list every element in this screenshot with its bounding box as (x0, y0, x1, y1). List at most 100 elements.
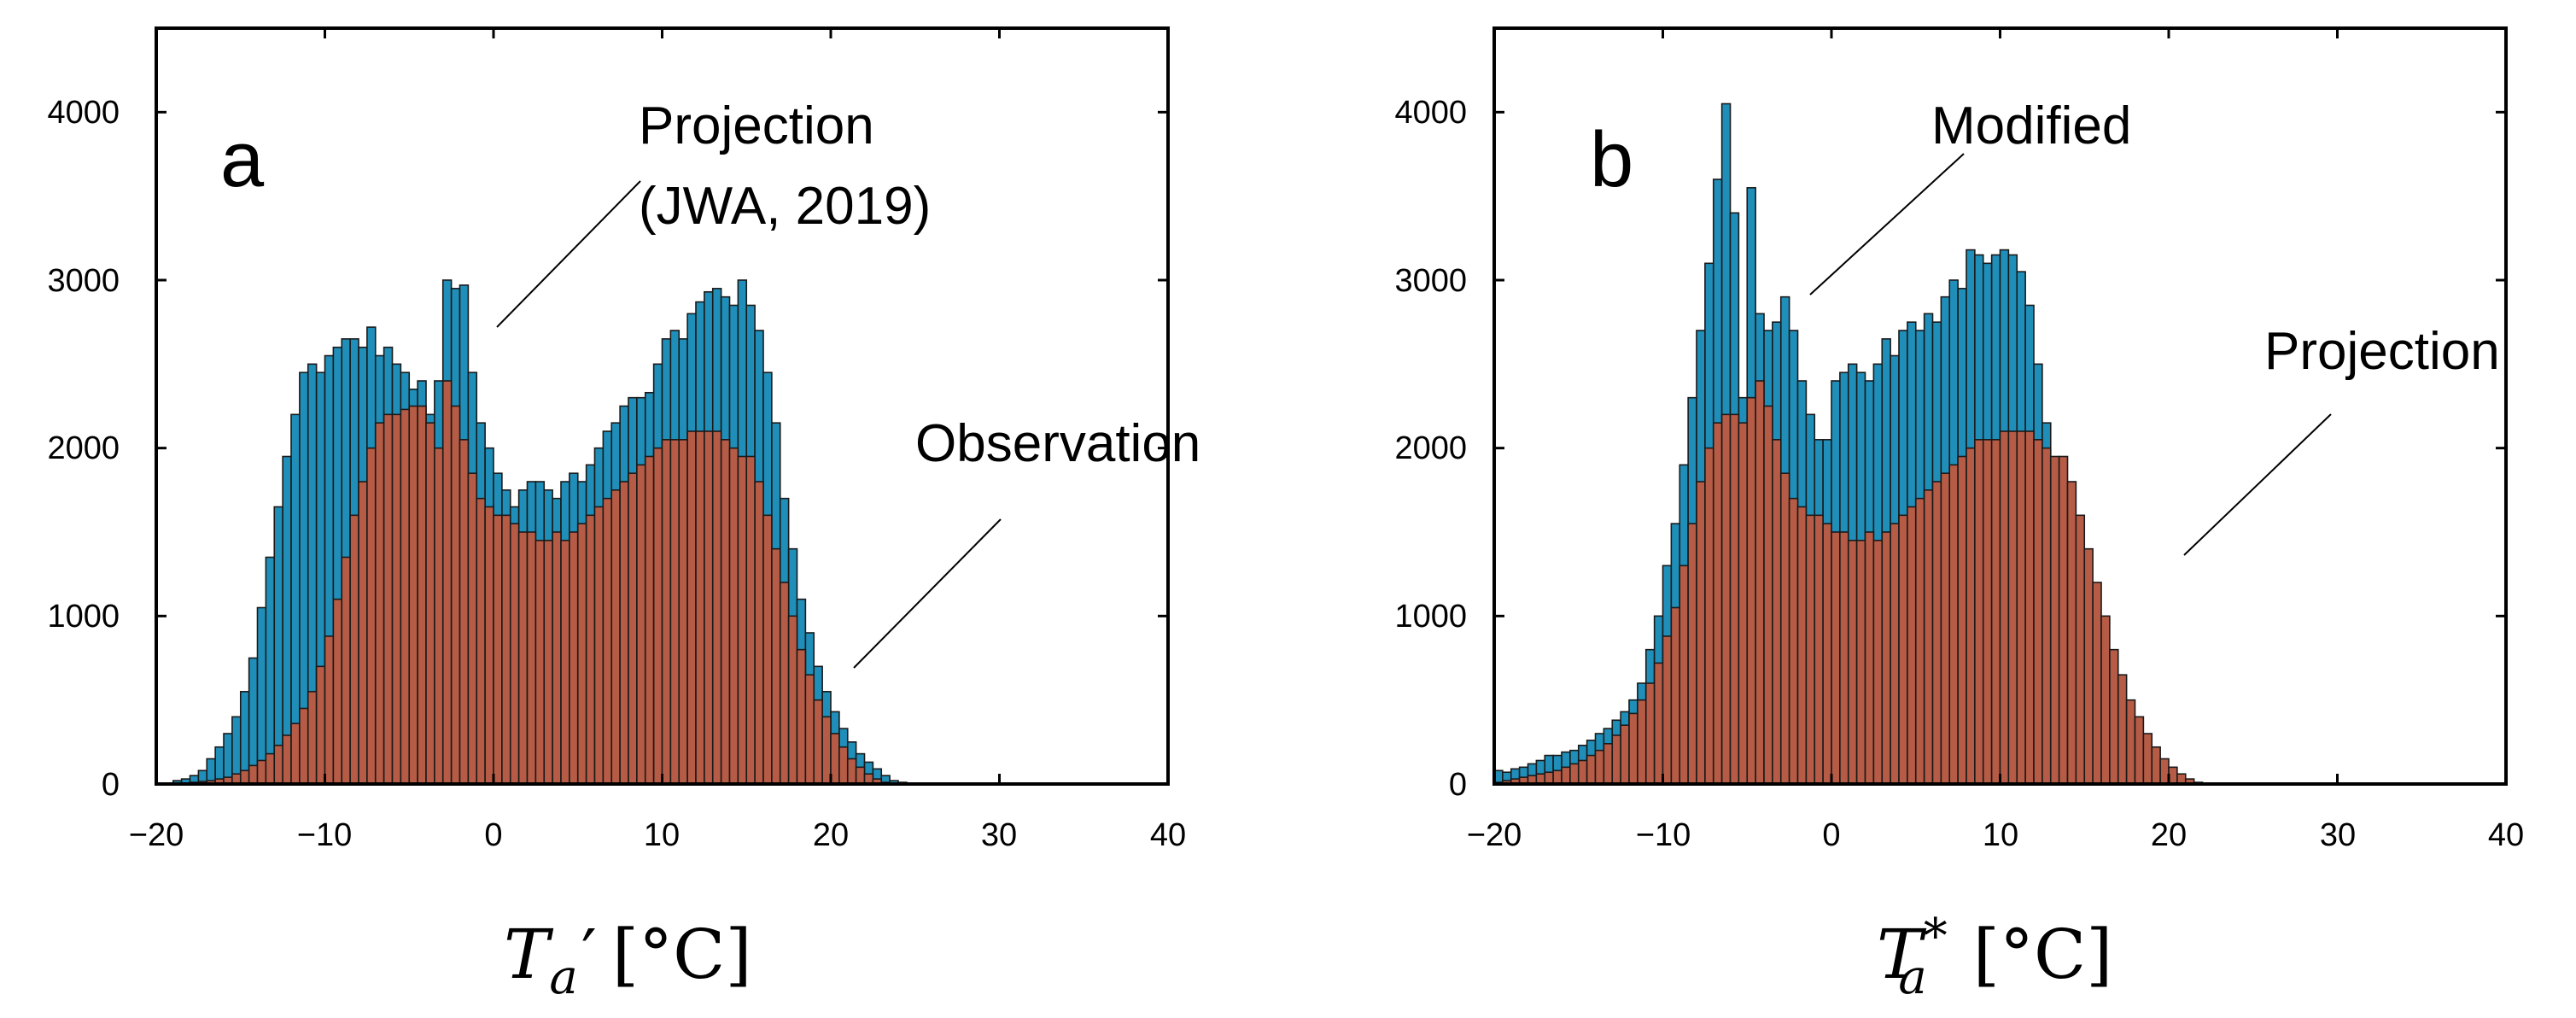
histogram-bar-front (1552, 769, 1563, 785)
histogram-bar-front (1907, 506, 1917, 785)
xtick-label: 30 (2320, 817, 2356, 853)
histogram-bar-front (754, 481, 764, 785)
histogram-bar-front (332, 598, 343, 785)
histogram-bars-a (172, 279, 908, 785)
histogram-bar-front (1662, 635, 1673, 785)
histogram-bar-front (560, 540, 570, 785)
histogram-bar-front (467, 472, 478, 785)
histogram-bar-front (1738, 422, 1749, 785)
histogram-bar-front (543, 540, 553, 785)
histogram-bar-front (2024, 430, 2035, 785)
histogram-bar-front (1720, 413, 1732, 785)
histogram-bar-front (1990, 439, 2001, 785)
histogram-bar-front (1544, 771, 1554, 785)
histogram-bar-front (628, 472, 638, 785)
histogram-bar-front (1687, 523, 1697, 785)
histogram-bar-front (1839, 531, 1849, 785)
histogram-bar-front (349, 514, 359, 785)
histogram-bar-front (526, 531, 537, 785)
xtick-label: 30 (981, 817, 1017, 853)
histogram-bar-front (2042, 447, 2052, 785)
histogram-bar-front (2016, 430, 2026, 785)
histogram-bar-front (669, 439, 681, 785)
ytick-label: 0 (102, 767, 120, 803)
histogram-bar-front (745, 455, 756, 785)
annotation-observation: Observation (915, 414, 1200, 473)
xtick-label: 20 (813, 817, 849, 853)
histogram-bar-front (1696, 481, 1706, 785)
histogram-bar-front (1805, 514, 1816, 785)
histogram-bar-front (737, 455, 748, 785)
xtick-label: 0 (484, 817, 502, 853)
histogram-bar-front (1704, 447, 1714, 785)
ytick-label: 2000 (1394, 430, 1467, 466)
histogram-bar-front (1788, 497, 1799, 785)
xtick-label: −10 (1636, 817, 1691, 853)
histogram-bar-front (2007, 430, 2018, 785)
panel-label-a: a (220, 116, 265, 203)
histogram-bar-front (593, 506, 605, 785)
histogram-bar-front (1594, 749, 1605, 785)
histogram-bar-front (408, 405, 418, 785)
histogram-bar-front (1923, 489, 1934, 785)
histogram-bar-front (602, 497, 613, 785)
histogram-bar-front (619, 481, 629, 785)
histogram-bar-front (1628, 712, 1638, 785)
annotation-projection-jwa-source: (JWA, 2019) (639, 177, 931, 236)
ytick-label: 4000 (47, 95, 120, 131)
histogram-bar-back (256, 606, 267, 785)
histogram-bar-front (552, 531, 562, 785)
ytick-label: 2000 (47, 430, 120, 466)
histogram-bar-front (813, 699, 823, 785)
x-axis-title-b: Ta* [°C] (1877, 909, 2112, 1005)
histogram-bar-front (1864, 531, 1875, 785)
histogram-bar-front (501, 514, 511, 785)
histogram-bar-front (450, 405, 461, 785)
histogram-bar-front (678, 439, 688, 785)
xtick-label: 0 (1822, 817, 1840, 853)
histogram-bar-front (1974, 439, 1984, 785)
histogram-bar-front (383, 413, 394, 785)
histogram-bar-front (476, 497, 486, 785)
xtick-label: 40 (2488, 817, 2524, 853)
xtick-label: 40 (1150, 817, 1186, 853)
histogram-bar-front (2109, 648, 2119, 785)
axis-ticks-b (1492, 28, 2508, 786)
histogram-bar-front (569, 531, 579, 785)
histogram-bar-front (1637, 699, 1647, 785)
histogram-bar-front (1670, 606, 1681, 785)
histogram-bar-front (1898, 514, 1908, 785)
histogram-bar-front (324, 635, 335, 785)
histogram-bar-front (838, 746, 849, 785)
xtick-label: −20 (1467, 817, 1522, 853)
annotation-projection-b: Projection (2264, 322, 2500, 381)
histogram-bar-front (661, 439, 672, 785)
annotation-leader-modified (1809, 153, 1965, 295)
histogram-bar-front (315, 665, 326, 785)
histogram-bar-front (1611, 734, 1621, 785)
histogram-bar-front (1822, 523, 1832, 785)
panel-label-b: b (1590, 116, 1633, 203)
histogram-bar-front (1569, 763, 1580, 785)
histogram-bar-front (1561, 766, 1571, 785)
histogram-bar-front (1712, 422, 1723, 785)
histogram-bar-front (686, 430, 697, 785)
axis-ticks-a (155, 28, 1170, 786)
histogram-bar-front (1644, 682, 1656, 785)
histogram-bar-front (804, 674, 815, 785)
histogram-bar-front (1957, 455, 1967, 785)
histogram-bar-front (256, 759, 267, 785)
histogram-bar-front (1982, 439, 1993, 785)
histogram-bar-front (441, 380, 453, 785)
xtick-label: 10 (644, 817, 680, 853)
xtick-label: 10 (1983, 817, 2018, 853)
histogram-bar-front (1796, 506, 1808, 785)
annotation-projection-jwa: Projection (639, 97, 874, 155)
ytick-label: 0 (1449, 767, 1467, 803)
ytick-label: 1000 (47, 599, 120, 635)
histogram-bar-front (1746, 396, 1756, 785)
ytick-label: 3000 (47, 263, 120, 299)
histogram-bar-front (2058, 455, 2069, 785)
histogram-bar-front (1779, 472, 1790, 785)
